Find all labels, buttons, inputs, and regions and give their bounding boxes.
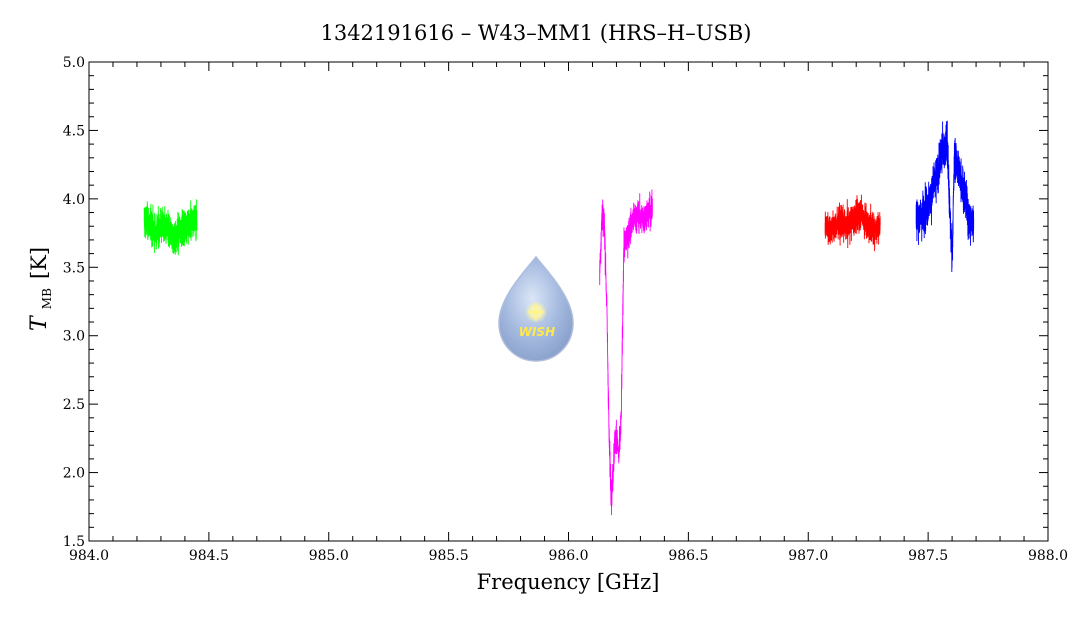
x-tick-label: 986.0 [548, 548, 588, 564]
y-tick-label: 5.0 [63, 55, 85, 71]
y-axis-label: T MB [K] [27, 247, 55, 331]
x-tick-label: 987.5 [908, 548, 948, 564]
wish-logo: WISH [498, 255, 574, 362]
y-tick-label: 2.0 [63, 466, 85, 482]
x-tick-labels: 984.0 984.5 985.0 985.5 986.0 986.5 987.0 987.5… [69, 548, 1068, 564]
y-tick-label: 3.0 [63, 329, 85, 345]
axis-ticks [88, 61, 1049, 542]
y-tick-label: 1.5 [63, 534, 85, 550]
chart-title: 1342191616 – W43–MM1 (HRS–H–USB) [320, 21, 751, 45]
x-axis-label: Frequency [GHz] [477, 570, 660, 594]
x-tick-label: 984.5 [189, 548, 229, 564]
x-tick-label: 986.5 [668, 548, 708, 564]
y-axis-label-sub: MB [40, 288, 54, 309]
y-tick-labels: 1.5 2.0 2.5 3.0 3.5 4.0 4.5 5.0 [63, 55, 85, 550]
x-tick-label: 984.0 [69, 548, 109, 564]
x-tick-label: 985.0 [309, 548, 349, 564]
x-tick-label: 985.5 [429, 548, 469, 564]
star-icon [526, 302, 546, 322]
y-axis-label-main: T [27, 314, 52, 331]
spectrum-series-line [143, 199, 198, 256]
spectrum-series-line [915, 120, 975, 272]
x-tick-label: 988.0 [1028, 548, 1068, 564]
wish-logo-text: WISH [519, 325, 555, 339]
y-tick-label: 4.0 [63, 192, 85, 208]
x-tick-label: 987.0 [788, 548, 828, 564]
y-axis-label-unit: [K] [27, 247, 51, 279]
spectrum-series-line [824, 194, 881, 252]
series-layer [143, 120, 975, 516]
spectrum-series-line [599, 189, 653, 516]
plot-area: WISH [143, 120, 975, 516]
y-tick-label: 2.5 [63, 397, 85, 413]
y-tick-label: 3.5 [63, 260, 85, 276]
svg-text:T MB [K]: T MB [K] [27, 247, 55, 331]
y-tick-label: 4.5 [63, 123, 85, 139]
